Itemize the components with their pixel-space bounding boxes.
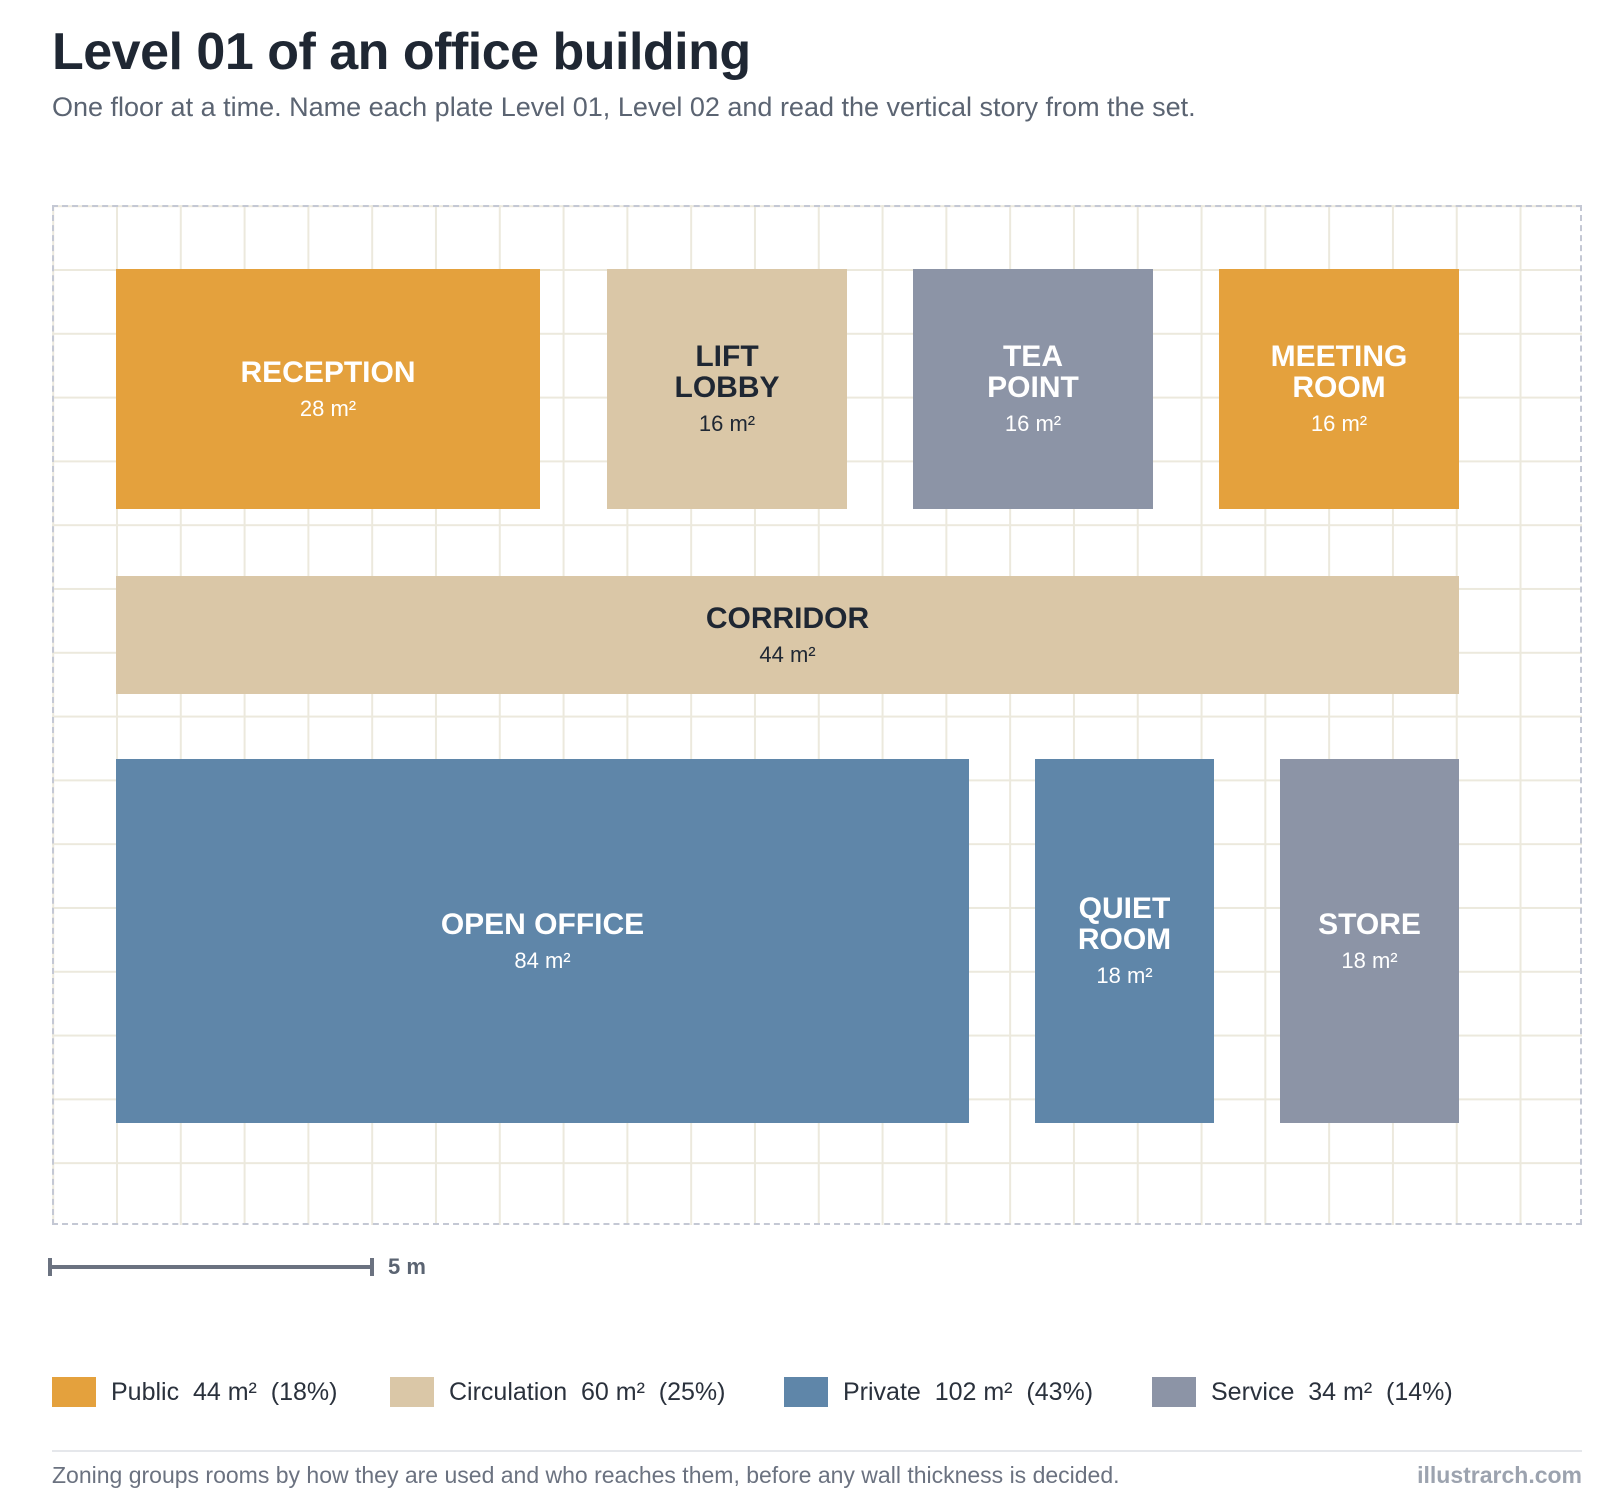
- room-name: RECEPTION: [240, 355, 416, 389]
- room-quiet-room: QUIET ROOM 18 m²: [1035, 759, 1214, 1123]
- room-lift-lobby: LIFT LOBBY 16 m²: [607, 269, 847, 509]
- scale-bar-line: [50, 1265, 372, 1269]
- room-area: 16 m²: [1310, 411, 1368, 436]
- legend-label: Circulation 60 m² (25%): [449, 1377, 726, 1406]
- legend-swatch: [784, 1377, 828, 1407]
- legend-item-service: Service 34 m² (14%): [1152, 1376, 1453, 1408]
- footer-note: Zoning groups rooms by how they are used…: [52, 1462, 1120, 1488]
- room-area: 16 m²: [1004, 411, 1062, 436]
- legend-label: Public 44 m² (18%): [111, 1377, 338, 1406]
- room-tea-point: TEA POINT 16 m²: [913, 269, 1153, 509]
- legend-item-public: Public 44 m² (18%): [52, 1376, 337, 1408]
- room-corridor: CORRIDOR 44 m²: [116, 576, 1459, 694]
- legend-item-circulation: Circulation 60 m² (25%): [390, 1376, 725, 1408]
- scale-bar-tick-start: [48, 1258, 52, 1276]
- legend-swatch: [390, 1377, 434, 1407]
- legend-item-private: Private 102 m² (43%): [784, 1376, 1093, 1408]
- room-area: 28 m²: [299, 395, 357, 421]
- page-title: Level 01 of an office building: [52, 23, 751, 81]
- scale-label: 5 m: [388, 1254, 426, 1279]
- legend-label: Service 34 m² (14%): [1211, 1377, 1453, 1406]
- room-meeting-room: MEETING ROOM 16 m²: [1219, 269, 1459, 509]
- room-area: 18 m²: [1096, 963, 1153, 988]
- room-area: 84 m²: [514, 947, 571, 973]
- legend-swatch: [52, 1377, 96, 1407]
- room-name: TEA POINT: [987, 340, 1079, 404]
- footer-divider: [52, 1450, 1582, 1452]
- room-area: 18 m²: [1341, 947, 1398, 973]
- room-name: CORRIDOR: [705, 601, 870, 635]
- room-name: LIFT LOBBY: [674, 340, 780, 404]
- floor-plan: RECEPTION 28 m² LIFT LOBBY 16 m² TEA POI…: [52, 205, 1582, 1225]
- scale-bar-tick-end: [370, 1258, 374, 1276]
- legend-swatch: [1152, 1377, 1196, 1407]
- scale-bar: [48, 1258, 374, 1276]
- legend-label: Private 102 m² (43%): [843, 1377, 1094, 1406]
- room-name: QUIET ROOM: [1077, 892, 1172, 956]
- room-store: STORE 18 m²: [1280, 759, 1459, 1123]
- room-open-office: OPEN OFFICE 84 m²: [116, 759, 969, 1123]
- page-subtitle: One floor at a time. Name each plate Lev…: [52, 92, 1196, 122]
- room-name: MEETING ROOM: [1270, 340, 1408, 404]
- room-area: 44 m²: [759, 641, 816, 667]
- room-area: 16 m²: [698, 411, 756, 436]
- brand-link[interactable]: illustrarch.com: [1417, 1462, 1582, 1488]
- room-name: OPEN OFFICE: [440, 907, 645, 941]
- room-name: STORE: [1318, 907, 1421, 941]
- room-reception: RECEPTION 28 m²: [116, 269, 540, 509]
